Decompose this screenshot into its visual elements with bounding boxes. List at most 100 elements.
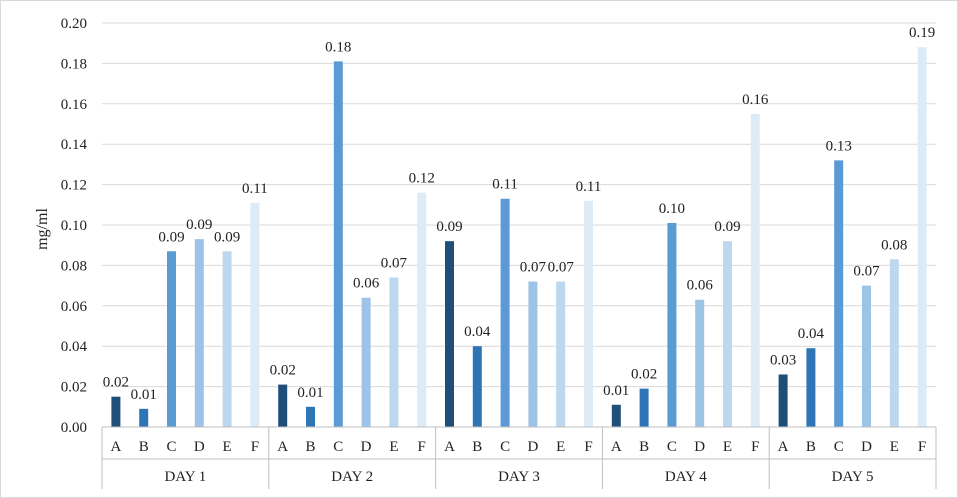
data-labels: 0.020.010.090.090.090.110.020.010.180.06…	[103, 25, 935, 403]
data-label: 0.09	[714, 219, 740, 235]
data-label: 0.01	[131, 387, 157, 403]
data-label: 0.09	[214, 229, 240, 245]
data-label: 0.06	[687, 278, 714, 294]
bar	[389, 277, 399, 427]
x-category-label: A	[444, 439, 455, 455]
x-category-label: F	[584, 439, 592, 455]
bar	[556, 281, 566, 427]
data-label: 0.07	[520, 260, 547, 276]
data-label: 0.12	[409, 171, 435, 187]
y-tick-label: 0.16	[61, 97, 88, 113]
bar	[417, 192, 427, 427]
bar	[333, 61, 343, 427]
bar	[445, 241, 454, 427]
x-category-label: A	[110, 439, 121, 455]
data-label: 0.11	[492, 177, 518, 193]
data-label: 0.07	[853, 264, 880, 280]
x-category-label: E	[223, 439, 232, 455]
x-category-label: D	[194, 439, 205, 455]
x-category-label: D	[527, 439, 538, 455]
bar	[639, 388, 649, 427]
data-label: 0.18	[325, 39, 351, 55]
x-category-label: A	[778, 439, 789, 455]
x-category-label: C	[834, 439, 844, 455]
x-group-label: DAY 4	[665, 469, 707, 485]
x-group-label: DAY 1	[164, 469, 206, 485]
y-axis: 0.00 0.02 0.04 0.06 0.08 0.10 0.12 0.14 0.16 0.18…	[61, 16, 88, 436]
x-category-label: E	[389, 439, 398, 455]
bar	[139, 408, 149, 427]
data-label: 0.04	[798, 326, 825, 342]
bar	[889, 259, 899, 427]
x-category-label: F	[418, 439, 426, 455]
x-category-label: C	[500, 439, 510, 455]
data-label: 0.07	[548, 260, 575, 276]
bar	[584, 200, 593, 427]
data-label: 0.11	[242, 181, 268, 197]
x-category-label: E	[723, 439, 732, 455]
x-category-label: A	[277, 439, 288, 455]
gridlines	[102, 22, 936, 428]
x-category-label: B	[639, 439, 649, 455]
data-label: 0.13	[826, 138, 852, 154]
data-label: 0.02	[270, 363, 296, 379]
x-category-label: B	[139, 439, 149, 455]
y-tick-label: 0.10	[61, 218, 87, 234]
y-tick-label: 0.06	[61, 299, 88, 315]
bar	[250, 202, 260, 427]
data-label: 0.09	[186, 217, 212, 233]
data-label: 0.01	[603, 383, 629, 399]
bar	[111, 396, 121, 427]
x-axis: A B C D E F DAY 1 A B C D E F DAY 2 A B C D E F DAY 3 A B C D E F D…	[101, 426, 937, 489]
data-label: 0.02	[631, 367, 657, 383]
x-category-label: D	[861, 439, 872, 455]
bar	[667, 222, 677, 427]
data-label: 0.19	[909, 25, 935, 41]
bar	[611, 404, 621, 427]
x-category-label: D	[694, 439, 705, 455]
bar	[167, 251, 176, 427]
data-label: 0.03	[770, 352, 796, 368]
bar	[834, 160, 844, 428]
x-category-label: C	[333, 439, 343, 455]
x-group-label: DAY 3	[498, 469, 540, 485]
bar	[500, 198, 510, 427]
x-category-label: D	[361, 439, 372, 455]
x-category-label: B	[472, 439, 482, 455]
bar	[528, 281, 538, 427]
bar	[472, 346, 482, 427]
x-group-label: DAY 5	[832, 469, 874, 485]
bar	[806, 348, 816, 427]
x-category-label: F	[751, 439, 759, 455]
bar	[778, 374, 788, 427]
x-category-label: C	[166, 439, 176, 455]
x-group-label: DAY 2	[331, 469, 373, 485]
bar	[222, 251, 232, 427]
data-label: 0.06	[353, 276, 380, 292]
y-tick-label: 0.18	[61, 56, 87, 72]
x-category-label: F	[251, 439, 259, 455]
bar	[306, 406, 315, 427]
bars	[111, 47, 927, 428]
bar	[278, 384, 288, 427]
data-label: 0.07	[381, 256, 408, 272]
bar	[750, 113, 760, 428]
data-label: 0.09	[436, 219, 462, 235]
y-tick-label: 0.14	[61, 137, 88, 153]
y-tick-label: 0.00	[61, 420, 87, 436]
y-tick-label: 0.20	[61, 16, 87, 32]
x-category-label: C	[667, 439, 677, 455]
x-category-label: F	[918, 439, 926, 455]
data-label: 0.10	[659, 201, 685, 217]
data-label: 0.04	[464, 324, 491, 340]
data-label: 0.09	[158, 229, 184, 245]
x-category-label: E	[556, 439, 565, 455]
bar	[194, 239, 204, 427]
bar	[361, 297, 371, 427]
data-label: 0.08	[881, 237, 907, 253]
y-tick-label: 0.04	[61, 339, 88, 355]
bar	[862, 285, 871, 427]
bar	[917, 47, 927, 428]
